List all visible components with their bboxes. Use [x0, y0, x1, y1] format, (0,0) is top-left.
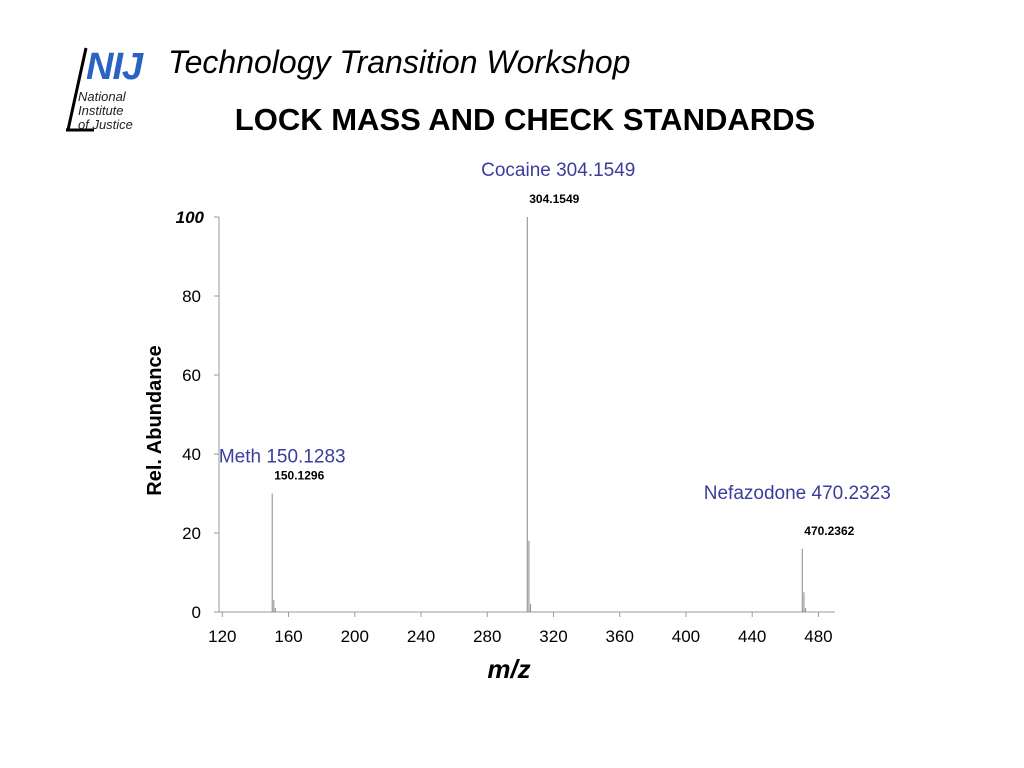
slide-title: LOCK MASS AND CHECK STANDARDS: [234, 102, 816, 137]
x-tick-label: 160: [274, 627, 302, 646]
nij-logo: NIJ National Institute of Justice: [64, 46, 164, 134]
x-tick-label: 120: [208, 627, 236, 646]
y-tick-label: 100: [176, 208, 205, 227]
peak-label: 150.1296: [274, 469, 324, 483]
compound-annotation: Nefazodone 470.2323: [704, 483, 891, 504]
y-tick-label: 60: [182, 366, 201, 385]
x-tick-label: 360: [606, 627, 634, 646]
peak-label: 470.2362: [804, 524, 854, 538]
x-tick-label: 400: [672, 627, 700, 646]
y-tick-label: 0: [192, 603, 201, 622]
x-tick-label: 240: [407, 627, 435, 646]
y-tick-label: 40: [182, 445, 201, 464]
x-tick-label: 440: [738, 627, 766, 646]
y-tick-label: 20: [182, 524, 201, 543]
workshop-title: Technology Transition Workshop: [168, 44, 631, 80]
logo-nij-text: NIJ: [86, 46, 143, 88]
y-axis-label: Rel. Abundance: [144, 345, 166, 495]
logo-sub-line: of Justice: [78, 117, 133, 132]
logo-bracket-icon: [66, 47, 94, 132]
logo-subtitle: National Institute of Justice: [78, 90, 133, 132]
x-axis-label: m/z: [487, 654, 530, 684]
y-tick-label: 80: [182, 287, 201, 306]
x-tick-label: 320: [539, 627, 567, 646]
peak-label: 304.1549: [529, 192, 579, 206]
logo-sub-line: Institute: [78, 103, 124, 118]
x-tick-label: 280: [473, 627, 501, 646]
x-tick-label: 200: [341, 627, 369, 646]
compound-annotation: Meth 150.1283: [219, 447, 346, 468]
x-tick-label: 480: [804, 627, 832, 646]
compound-annotation: Cocaine 304.1549: [481, 160, 635, 181]
logo-sub-line: National: [78, 89, 126, 104]
